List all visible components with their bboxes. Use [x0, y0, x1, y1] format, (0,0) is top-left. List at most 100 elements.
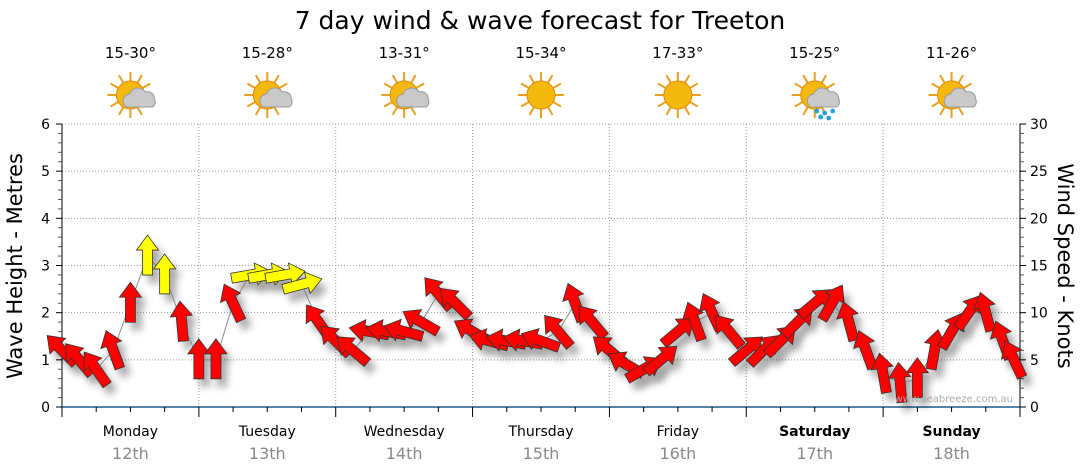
sun-ray [118, 74, 125, 85]
sun-ray [520, 100, 531, 108]
day-name: Saturday [779, 424, 850, 440]
day-temperature: 17-33° [652, 44, 703, 62]
day-name: Sunday [922, 424, 980, 440]
left-axis-label: Wave Height - Metres [3, 153, 27, 379]
sun-ray [528, 105, 536, 116]
sun-ray [391, 74, 399, 85]
rain-drop [818, 114, 824, 120]
day-temperature: 15-30° [105, 44, 156, 62]
left-tick-label: 3 [41, 259, 50, 275]
right-tick-label: 20 [1030, 211, 1048, 227]
day-date: 12th [112, 444, 149, 463]
day-headers: 15-30° Monday 12th 15-28° Tuesday 13th 13-31° W… [103, 44, 981, 463]
sun-ray [802, 105, 810, 116]
sun-ray [820, 74, 828, 85]
day-temperature: 11-26° [926, 44, 977, 62]
sun-disc [526, 80, 556, 110]
left-tick-label: 5 [41, 164, 50, 180]
wind-arrow [578, 305, 609, 341]
sun-ray [931, 100, 941, 108]
sun-ray [278, 82, 288, 90]
day-temperature: 13-31° [379, 44, 430, 62]
sun-ray [383, 82, 394, 90]
wind-arrow [642, 345, 678, 377]
wind-arrow [870, 352, 894, 395]
sun-ray [794, 82, 804, 90]
wind-arrow [520, 327, 562, 353]
day-column: 15-25° Saturday 17th [779, 44, 850, 463]
rain-drop [814, 108, 820, 114]
sun-ray [825, 82, 836, 90]
chart-title: 7 day wind & wave forecast for Treeton [295, 6, 786, 35]
wind-arrow [715, 314, 746, 350]
sun-ray [110, 100, 120, 108]
sun-icon [654, 72, 701, 118]
left-tick-label: 6 [41, 117, 50, 133]
day-name: Wednesday [364, 424, 445, 440]
sun-ray [688, 100, 699, 108]
wind-arrow [402, 309, 441, 337]
sun-ray [272, 105, 280, 116]
sun-icon [518, 72, 564, 118]
sun-ray [272, 74, 280, 85]
watermark: www.seabreeze.com.au [895, 394, 1013, 405]
sun-ray [657, 100, 668, 108]
sun-rain-cloud-icon [791, 72, 840, 121]
day-date: 13th [249, 444, 286, 463]
sun-ray [414, 82, 425, 90]
sun-ray [546, 74, 554, 85]
rain-drop [826, 115, 832, 121]
day-temperature: 15-34° [515, 44, 566, 62]
cloud-shape [396, 87, 430, 108]
sun-ray [665, 74, 673, 85]
day-date: 17th [796, 444, 833, 463]
day-name: Tuesday [238, 424, 296, 440]
rain-drop [830, 108, 836, 114]
sun-ray [110, 82, 120, 90]
right-tick-label: 10 [1030, 306, 1048, 322]
wind-arrow [281, 271, 323, 295]
day-column: 17-33° Friday 16th [652, 44, 703, 463]
sun-ray [939, 74, 946, 85]
sun-ray [665, 105, 673, 116]
day-date: 18th [933, 444, 970, 463]
left-tick-label: 1 [41, 353, 50, 369]
sun-ray [957, 74, 964, 85]
wind-arrows [46, 234, 1028, 404]
right-tick-label: 5 [1030, 353, 1039, 369]
right-axis-label: Wind Speed - Knots [1053, 163, 1077, 368]
day-column: 15-34° Thursday 15th [507, 44, 573, 463]
day-column: 13-31° Wednesday 14th [364, 44, 445, 463]
sun-cloud-icon [107, 72, 156, 118]
sun-ray [246, 100, 257, 108]
wind-arrow [681, 301, 707, 343]
sun-ray [141, 82, 151, 90]
cloud-shape [259, 87, 293, 108]
wind-arrow [972, 291, 997, 333]
day-column: 15-28° Tuesday 13th [238, 44, 296, 463]
right-tick-label: 15 [1030, 259, 1048, 275]
wind-arrow [83, 351, 112, 389]
day-name: Thursday [507, 424, 573, 440]
sun-ray [931, 82, 941, 90]
wind-arrow [953, 294, 982, 332]
sun-ray [391, 105, 399, 116]
sun-ray [136, 105, 143, 116]
arrow-shadow [287, 280, 328, 303]
sun-ray [688, 82, 699, 90]
sun-ray [520, 82, 531, 90]
wind-arrow [135, 234, 160, 276]
left-tick-label: 4 [41, 211, 50, 227]
sun-ray [118, 105, 125, 116]
arrow-shadow [648, 354, 683, 384]
wind-arrow [204, 338, 228, 380]
day-date: 15th [523, 444, 560, 463]
sun-ray [683, 74, 691, 85]
day-name: Friday [657, 424, 699, 440]
sun-ray [528, 74, 536, 85]
wind-arrow [836, 301, 860, 343]
sun-ray [136, 74, 143, 85]
rain-drop [822, 110, 828, 116]
day-name: Monday [103, 424, 158, 440]
